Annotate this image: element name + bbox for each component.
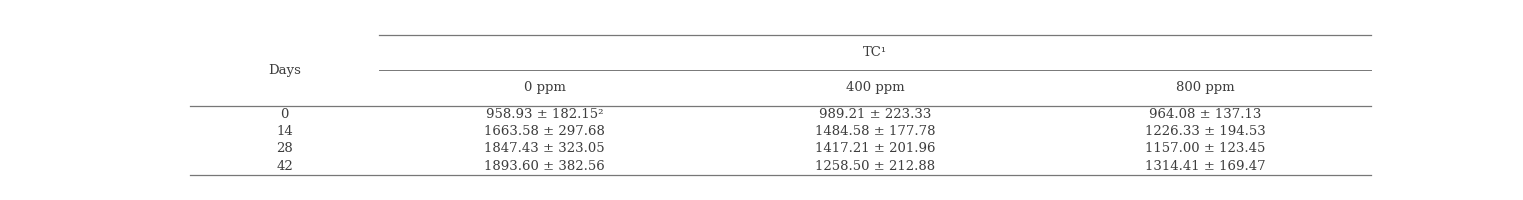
Text: TC¹: TC¹: [864, 46, 886, 59]
Text: 1417.21 ± 201.96: 1417.21 ± 201.96: [815, 142, 935, 155]
Text: 1484.58 ± 177.78: 1484.58 ± 177.78: [815, 125, 935, 138]
Text: 800 ppm: 800 ppm: [1176, 81, 1235, 94]
Text: 1226.33 ± 194.53: 1226.33 ± 194.53: [1145, 125, 1266, 138]
Text: 400 ppm: 400 ppm: [845, 81, 905, 94]
Text: 1893.60 ± 382.56: 1893.60 ± 382.56: [484, 160, 605, 173]
Text: 0 ppm: 0 ppm: [524, 81, 565, 94]
Text: 14: 14: [277, 125, 292, 138]
Text: 42: 42: [277, 160, 292, 173]
Text: 964.08 ± 137.13: 964.08 ± 137.13: [1150, 108, 1261, 121]
Text: 0: 0: [280, 108, 289, 121]
Text: 1847.43 ± 323.05: 1847.43 ± 323.05: [484, 142, 605, 155]
Text: 28: 28: [277, 142, 292, 155]
Text: 1314.41 ± 169.47: 1314.41 ± 169.47: [1145, 160, 1266, 173]
Text: 1157.00 ± 123.45: 1157.00 ± 123.45: [1145, 142, 1266, 155]
Text: Days: Days: [268, 64, 302, 77]
Text: 989.21 ± 223.33: 989.21 ± 223.33: [819, 108, 931, 121]
Text: 1258.50 ± 212.88: 1258.50 ± 212.88: [815, 160, 935, 173]
Text: 1663.58 ± 297.68: 1663.58 ± 297.68: [484, 125, 605, 138]
Text: 958.93 ± 182.15²: 958.93 ± 182.15²: [486, 108, 603, 121]
